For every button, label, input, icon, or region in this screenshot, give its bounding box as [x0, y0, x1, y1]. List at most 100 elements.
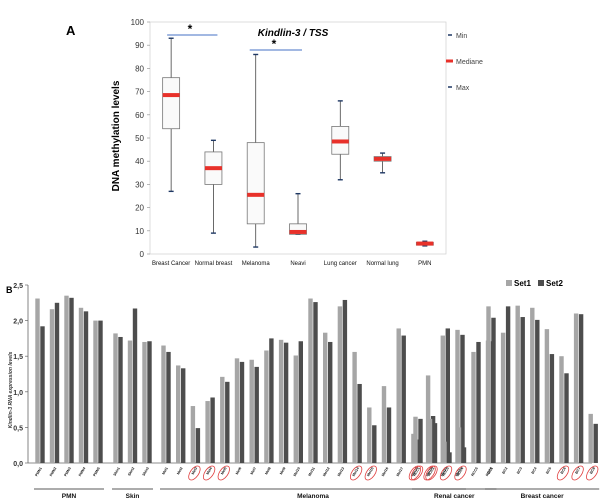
bar-set2 [132, 308, 138, 463]
bar-set2 [210, 397, 215, 463]
legend-set1-label: Set1 [514, 279, 531, 288]
bar-set1 [161, 345, 166, 463]
y-tick-label: 30 [135, 180, 144, 189]
bar-set2 [520, 317, 525, 463]
x-category-label: Breast Cancer [152, 261, 190, 267]
category-highlight-circle [364, 465, 377, 481]
category-highlight-circle [188, 465, 201, 481]
category-highlight-circle [349, 465, 363, 481]
y-tick-label: 1,0 [13, 390, 23, 397]
group-label: PMN [62, 493, 77, 500]
bar-set1 [456, 427, 462, 463]
x-category-label: BC4 [531, 467, 538, 475]
x-category-label: Normal lung [366, 261, 398, 267]
bar-set2 [593, 423, 598, 463]
bar-set1 [176, 365, 181, 463]
category-highlight-circle [410, 465, 424, 481]
bar-set1 [486, 306, 491, 463]
bar-set2 [225, 381, 230, 463]
x-category-label: Skin1 [113, 467, 121, 477]
bar-chart-group-labels: PMN Skin Melanoma Renal cancer Breast cancer [34, 488, 600, 500]
bar-set2 [505, 306, 511, 463]
box-7: PMN [415, 240, 434, 267]
x-category-label: Mel8 [264, 467, 271, 476]
bar-set1 [337, 306, 343, 463]
bar-set2 [118, 336, 123, 463]
bar-set1 [544, 329, 550, 463]
bar-set1 [249, 359, 254, 463]
bar-set1 [205, 401, 210, 463]
bar-set2 [476, 341, 481, 463]
x-category-label: BC2 [501, 467, 508, 475]
y-tick-label: 90 [135, 41, 144, 50]
bar-set1 [234, 358, 240, 463]
iqr-box [289, 223, 307, 235]
boxplot-title: Kindlin-3 / TSS [258, 28, 329, 39]
x-category-label: RCC4 [456, 467, 464, 477]
legend-set1-swatch [506, 280, 512, 286]
boxplot-panel: A Kindlin-3 / TSS DNA methylation levels… [66, 18, 483, 267]
median-bar [162, 93, 180, 98]
x-category-label: Mel4 [206, 467, 213, 476]
category-highlight-circle [425, 465, 438, 481]
panel-label-a: A [66, 23, 76, 38]
bar-set2 [578, 314, 584, 463]
bar-set2 [445, 328, 450, 463]
x-category-label: Skin2 [127, 467, 135, 477]
x-category-label: PMN5 [92, 467, 100, 478]
bar-set1 [323, 332, 328, 463]
x-category-label: Mel10 [293, 467, 301, 478]
x-category-label: Mel3 [191, 467, 198, 476]
x-category-label: Mel6 [235, 467, 242, 476]
bar-set1 [396, 328, 401, 463]
box-6: Normal lung [366, 152, 399, 267]
group-label: Skin [126, 493, 140, 500]
x-category-label: Normal breast [195, 261, 233, 267]
y-tick-label: 0,0 [13, 461, 23, 468]
category-highlight-circle [556, 465, 570, 481]
bar-set2 [195, 428, 201, 463]
bar-set1 [471, 351, 476, 463]
boxplot-y-axis-label: DNA methylation levels [111, 80, 122, 191]
bar-set2 [83, 311, 89, 463]
bar-set1 [515, 305, 520, 463]
bar-set1 [588, 413, 593, 463]
x-category-label: Mel15 [366, 467, 374, 478]
y-tick-label: 70 [135, 88, 144, 97]
significance-star-1: * [188, 22, 193, 36]
x-category-label: Mel12 [322, 467, 330, 478]
bar-chart-legend: Set1 Set2 [506, 279, 563, 288]
bar-set1 [278, 339, 284, 463]
bar-set1 [440, 335, 445, 463]
x-category-label: Mel16 [381, 467, 389, 478]
median-bar [331, 139, 349, 144]
legend-max-label: Max [456, 85, 470, 92]
legend-min-label: Min [456, 33, 467, 40]
bar-set2 [491, 317, 496, 463]
bar-set2 [357, 383, 362, 463]
x-category-label: Neavi [290, 261, 305, 267]
x-category-label: RCC3 [442, 467, 450, 477]
bar-set1 [78, 307, 84, 463]
y-tick-label: 50 [135, 134, 144, 143]
x-category-label: Mel17 [396, 467, 404, 478]
box-2: Normal breast [195, 139, 233, 267]
category-highlight-circle [423, 465, 436, 481]
bar-set1 [113, 333, 118, 463]
y-tick-label: 0 [140, 250, 145, 259]
group-label: Breast cancer [521, 493, 564, 500]
bar-set2 [418, 418, 423, 463]
x-category-label: BC1 [487, 467, 494, 475]
bar-set2 [298, 341, 303, 463]
y-tick-label: 100 [131, 18, 145, 27]
x-category-label: PMN3 [63, 467, 71, 478]
bar-set2 [269, 338, 274, 463]
bar-set2 [461, 447, 467, 463]
x-category-label: BC3 [516, 467, 523, 475]
x-category-label: RCC2 [427, 467, 435, 477]
x-category-label: Mel2 [176, 467, 183, 476]
bar-set1 [455, 329, 460, 463]
x-category-label: Mel5 [220, 467, 227, 476]
bar-set2 [386, 407, 392, 463]
